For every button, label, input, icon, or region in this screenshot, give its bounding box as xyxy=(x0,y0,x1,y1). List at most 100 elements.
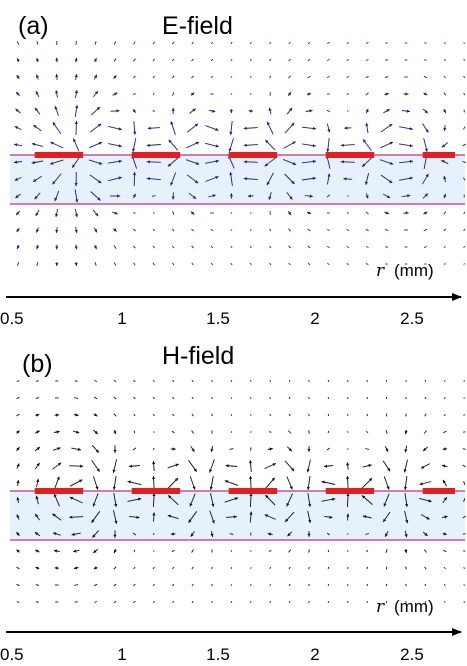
field-arrow xyxy=(190,531,195,537)
field-arrow xyxy=(172,600,175,604)
metal-strips-a xyxy=(34,152,455,158)
field-arrow xyxy=(69,479,83,487)
field-arrow xyxy=(74,90,78,98)
field-arrow xyxy=(93,548,99,554)
field-arrow xyxy=(172,262,175,266)
field-arrow xyxy=(364,172,370,186)
field-arrow xyxy=(16,446,20,452)
field-arrow xyxy=(326,229,330,231)
field-arrow xyxy=(422,173,429,185)
field-arrow xyxy=(112,211,118,215)
field-arrow xyxy=(16,531,20,537)
tick-label-a-4: 2.5 xyxy=(400,309,424,328)
field-arrow xyxy=(185,159,200,165)
field-arrow xyxy=(34,192,41,200)
field-arrow xyxy=(171,245,175,249)
field-arrow xyxy=(13,160,23,164)
field-arrow xyxy=(384,229,389,231)
tick-label-b-1: 1 xyxy=(117,645,126,664)
field-arrow xyxy=(268,431,272,433)
field-arrow xyxy=(404,530,408,538)
field-arrow xyxy=(133,379,136,383)
field-arrow xyxy=(380,141,394,149)
field-arrow xyxy=(132,532,136,536)
field-arrow xyxy=(210,445,214,453)
field-arrow xyxy=(286,446,293,452)
field-arrow xyxy=(442,479,447,487)
field-arrow xyxy=(151,195,156,197)
field-arrow xyxy=(346,75,350,79)
field-arrow xyxy=(365,211,369,215)
field-arrow xyxy=(133,583,136,587)
field-arrow xyxy=(74,171,78,187)
field-arrow xyxy=(113,429,117,435)
field-arrow xyxy=(152,460,156,472)
field-arrow xyxy=(380,174,393,184)
field-arrow xyxy=(284,460,295,472)
field-arrow xyxy=(284,173,295,185)
field-arrow xyxy=(74,104,79,118)
field-arrow xyxy=(71,447,82,451)
field-arrow xyxy=(93,413,98,417)
field-arrow xyxy=(113,510,118,524)
tick-label-a-3: 2 xyxy=(310,309,319,328)
field-arrow xyxy=(229,108,233,114)
field-arrow xyxy=(93,244,97,250)
panel-b: (b) H-field r (mm) 0.5 1 1.5 2 2.5 xyxy=(0,342,466,664)
field-arrow xyxy=(189,108,196,114)
field-arrow xyxy=(385,549,388,553)
axis-unit-b: (mm) xyxy=(394,597,434,616)
field-arrow xyxy=(190,92,195,96)
field-arrow xyxy=(210,262,214,266)
metal-strip xyxy=(131,152,181,158)
field-arrow xyxy=(442,532,447,536)
field-arrow xyxy=(91,511,101,523)
field-arrow xyxy=(365,533,370,535)
field-arrow xyxy=(327,396,330,400)
field-arrow xyxy=(462,464,466,468)
field-arrow xyxy=(307,228,311,232)
field-arrow xyxy=(307,446,311,452)
field-arrow xyxy=(132,228,136,232)
field-arrow xyxy=(54,105,59,117)
field-arrow xyxy=(112,476,117,490)
field-arrow xyxy=(463,498,466,502)
field-arrow xyxy=(230,550,233,552)
field-arrow xyxy=(74,57,78,63)
field-arrow xyxy=(361,495,373,505)
axis-unit-a: (mm) xyxy=(394,261,434,280)
field-arrow xyxy=(423,228,428,232)
field-arrow xyxy=(383,108,391,114)
field-arrow xyxy=(69,464,84,468)
field-arrow xyxy=(423,138,428,152)
field-arrow xyxy=(443,92,447,96)
field-arrow xyxy=(170,532,176,536)
field-arrow xyxy=(401,194,411,198)
field-arrow xyxy=(230,584,233,586)
field-arrow xyxy=(398,159,414,164)
field-arrow xyxy=(264,462,277,470)
field-arrow xyxy=(89,174,102,184)
field-arrow xyxy=(405,396,407,400)
field-arrow xyxy=(31,142,44,147)
field-arrow xyxy=(35,397,40,399)
field-arrow xyxy=(269,380,272,382)
field-arrow xyxy=(133,262,136,266)
field-arrow xyxy=(54,413,60,417)
field-arrow xyxy=(16,583,20,587)
field-arrow xyxy=(443,211,447,215)
field-arrow xyxy=(113,228,117,232)
field-arrow xyxy=(288,262,291,266)
field-arrow xyxy=(74,601,78,603)
field-arrow xyxy=(15,193,21,199)
field-arrow xyxy=(269,601,272,603)
field-arrow xyxy=(133,245,136,249)
field-arrow xyxy=(307,531,311,537)
field-arrow xyxy=(35,601,39,603)
field-arrow xyxy=(308,379,310,383)
field-arrow xyxy=(383,493,390,507)
field-arrow xyxy=(108,159,122,164)
field-arrow xyxy=(362,515,372,519)
field-arrow xyxy=(362,139,372,151)
